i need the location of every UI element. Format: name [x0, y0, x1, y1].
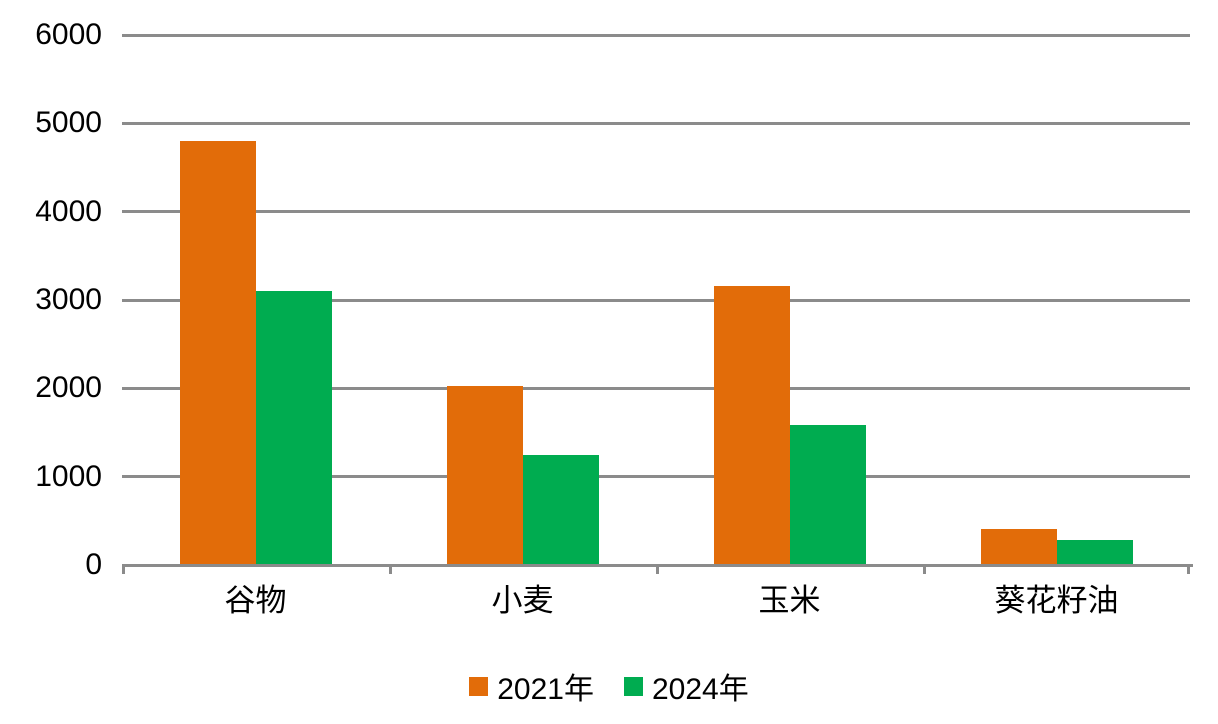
x-axis-tick: [923, 565, 926, 574]
x-axis-tick: [389, 565, 392, 574]
bar-小麦-2021年: [446, 385, 523, 565]
x-axis-tick: [122, 565, 125, 574]
y-axis-tick-label: 1000: [35, 459, 102, 493]
bar-谷物-2021年: [179, 141, 256, 565]
bar-葵花籽油-2021年: [980, 528, 1057, 565]
y-gridline-1000: [122, 475, 1190, 479]
x-axis-category-label: 小麦: [491, 583, 554, 618]
y-axis-tick-label: 5000: [35, 106, 102, 140]
x-axis-tick: [1187, 565, 1190, 574]
y-axis-tick-label: 6000: [35, 18, 102, 51]
bar-玉米-2024年: [789, 425, 866, 565]
y-axis-tick-label: 3000: [35, 283, 102, 316]
legend-label-2021: 2021年: [497, 673, 594, 706]
legend-label-2024: 2024年: [652, 673, 749, 706]
x-axis-category-label: 玉米: [758, 583, 821, 618]
legend-swatch-2024: [624, 676, 643, 696]
bar-葵花籽油-2024年: [1056, 540, 1133, 565]
y-axis-tick-label: 4000: [35, 194, 102, 228]
y-gridline-6000: [122, 33, 1190, 37]
bar-玉米-2021年: [713, 285, 790, 565]
legend-item-2024: 2024年: [624, 664, 749, 708]
legend-swatch-2021: [469, 676, 489, 696]
x-axis-category-label: 谷物: [224, 583, 287, 618]
y-axis-tick-label: 0: [85, 548, 102, 581]
y-gridline-2000: [122, 386, 1190, 390]
x-axis-category-label: 葵花籽油: [994, 583, 1119, 618]
legend-item-2021: 2021年: [469, 664, 594, 708]
y-gridline-3000: [122, 298, 1190, 302]
y-gridline-5000: [122, 121, 1190, 125]
bar-谷物-2024年: [255, 291, 332, 565]
y-gridline-4000: [122, 210, 1190, 214]
chart-legend: 2021年 2024年: [0, 664, 1218, 708]
bar-小麦-2024年: [522, 454, 599, 565]
x-axis-tick: [656, 565, 659, 574]
y-axis-tick-label: 2000: [35, 371, 102, 405]
